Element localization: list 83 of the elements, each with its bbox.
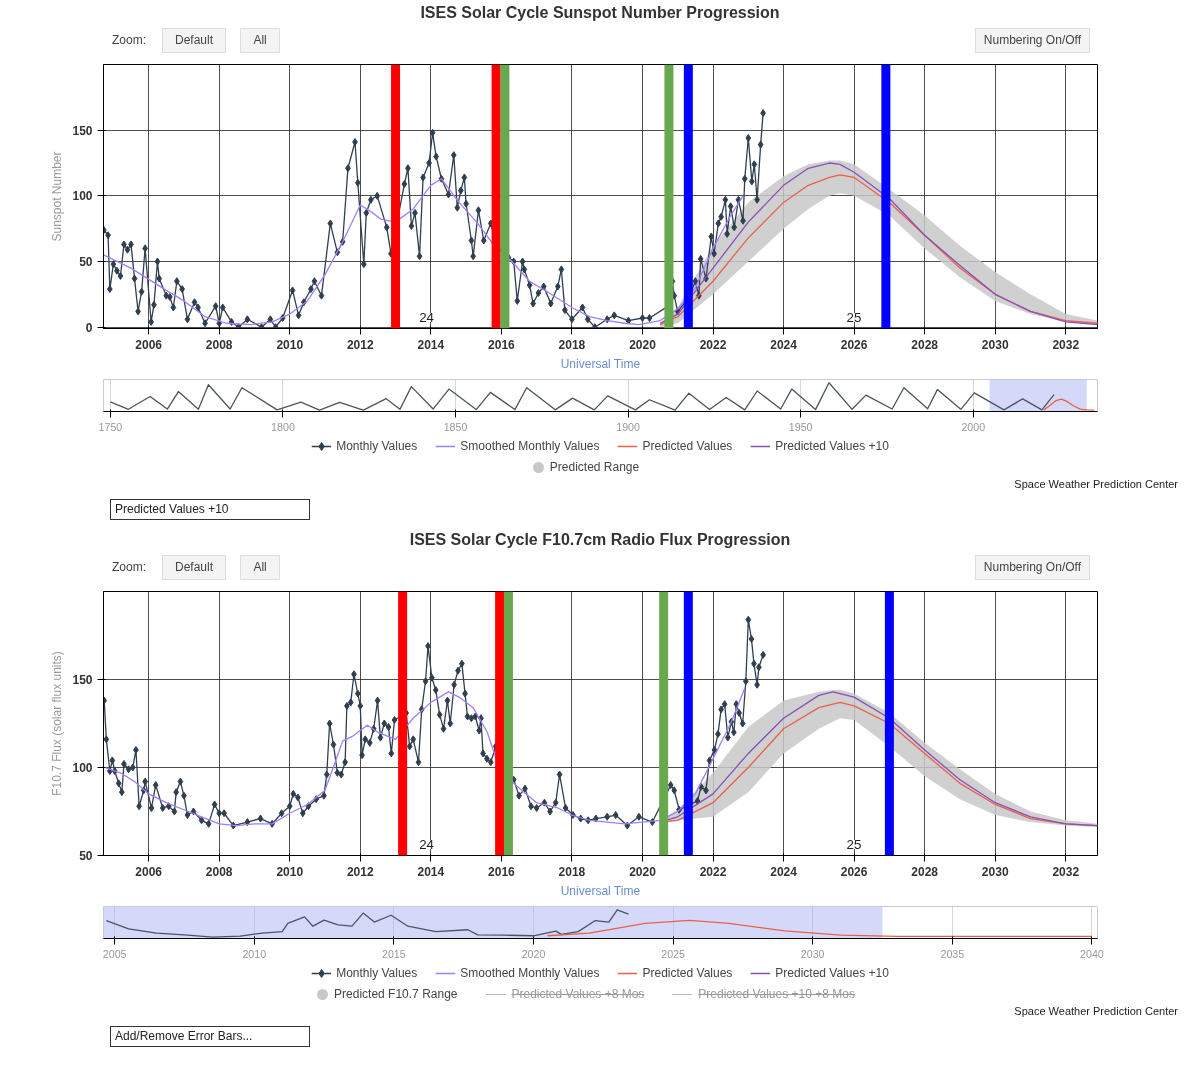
- x-tick-label: 2018: [558, 337, 586, 352]
- y-tick-label: 150: [72, 673, 93, 687]
- text: Predicted Values +8 Mos: [511, 987, 645, 1001]
- x-tick-label: 2012: [346, 337, 374, 352]
- x-tick-label: 2022: [699, 337, 727, 352]
- legend-label: Smoothed Monthly Values: [460, 439, 600, 453]
- x-tick-label: 1900: [616, 420, 641, 433]
- y-tick-label: 150: [72, 123, 93, 138]
- annotation: 25: [846, 836, 862, 852]
- text: Predicted F10.7 Range: [334, 987, 458, 1001]
- text: Numbering On/Off: [974, 555, 1090, 581]
- x-tick-label: 2010: [242, 947, 267, 960]
- x-axis-title: Universal Time: [560, 356, 641, 371]
- y-tick-label: 0: [85, 320, 93, 335]
- x-tick-label: 2025: [661, 947, 686, 960]
- x-tick-label: 2010: [276, 337, 304, 352]
- annotation: 24: [419, 309, 435, 325]
- x-tick-label: 2032: [1052, 337, 1080, 352]
- annotation: 25: [846, 309, 862, 325]
- y-tick-label: 50: [79, 255, 93, 270]
- x-tick-label: 2022: [699, 864, 727, 879]
- text: Default: [162, 555, 227, 581]
- x-tick-label: 2016: [488, 337, 516, 352]
- annotation: 24: [419, 836, 435, 852]
- text: Zoom:: [112, 559, 147, 576]
- x-tick-label: 2026: [840, 864, 868, 879]
- x-tick-label: 2008: [205, 337, 233, 352]
- x-tick-label: 2018: [558, 864, 586, 879]
- legend-label: Monthly Values: [336, 439, 418, 453]
- x-tick-label: 2006: [135, 864, 163, 879]
- x-axis-title: Universal Time: [560, 883, 641, 898]
- x-tick-label: 2028: [911, 864, 939, 879]
- x-tick-label: 2014: [417, 864, 445, 879]
- x-tick-label: 2010: [276, 864, 304, 879]
- y-axis-title: F10.7 Flux (solar flux units): [50, 651, 65, 796]
- x-tick-label: 2030: [800, 947, 825, 960]
- text: Predicted Values +10: [110, 498, 310, 520]
- x-tick-label: 2026: [840, 337, 868, 352]
- chart-title: ISES Solar Cycle F10.7cm Radio Flux Progression: [408, 530, 792, 550]
- x-tick-label: 2035: [940, 947, 965, 960]
- x-tick-label: 2000: [961, 420, 986, 433]
- text: Space Weather Prediction Center: [1013, 1004, 1178, 1019]
- x-tick-label: 2006: [135, 337, 163, 352]
- x-tick-label: 1800: [271, 420, 295, 433]
- legend-label: Smoothed Monthly Values: [460, 966, 600, 980]
- text: All: [240, 28, 281, 54]
- legend-label: Predicted Values +10: [775, 966, 889, 980]
- x-tick-label: 2020: [629, 864, 657, 879]
- text: All: [240, 555, 281, 581]
- x-tick-label: 2014: [417, 337, 445, 352]
- x-tick-label: 2030: [981, 337, 1009, 352]
- x-tick-label: 2016: [488, 864, 516, 879]
- text: Space Weather Prediction Center: [1013, 477, 1178, 492]
- y-tick-label: 50: [79, 849, 93, 863]
- legend-label: Predicted Values: [642, 439, 733, 453]
- text: Add/Remove Error Bars...: [110, 1025, 310, 1047]
- x-tick-label: 1750: [98, 420, 123, 433]
- x-tick-label: 2024: [770, 864, 798, 879]
- text: Numbering On/Off: [974, 28, 1090, 54]
- y-tick-label: 100: [72, 761, 93, 775]
- x-tick-label: 2028: [911, 337, 939, 352]
- legend-label: Predicted Values: [642, 966, 733, 980]
- text: Predicted Range: [549, 460, 640, 474]
- x-tick-label: 2032: [1052, 864, 1080, 879]
- legend-label: Monthly Values: [336, 966, 418, 980]
- text: Zoom:: [112, 32, 147, 49]
- y-tick-label: 100: [72, 189, 93, 204]
- text: Default: [162, 28, 227, 54]
- x-tick-label: 2005: [102, 947, 127, 960]
- x-tick-label: 2012: [346, 864, 374, 879]
- x-tick-label: 2015: [382, 947, 406, 960]
- x-tick-label: 2008: [205, 864, 233, 879]
- chart-title: ISES Solar Cycle Sunspot Number Progression: [419, 3, 781, 23]
- text: Predicted Values +10 +8 Mos: [698, 987, 855, 1001]
- x-tick-label: 1850: [443, 420, 468, 433]
- x-tick-label: 1950: [788, 420, 813, 433]
- x-tick-label: 2040: [1080, 947, 1104, 960]
- legend-label: Predicted Values +10: [775, 439, 889, 453]
- x-tick-label: 2030: [981, 864, 1009, 879]
- x-tick-label: 2024: [770, 337, 798, 352]
- x-tick-label: 2020: [629, 337, 657, 352]
- y-axis-title: Sunspot Number: [50, 151, 65, 242]
- x-tick-label: 2020: [521, 947, 546, 960]
